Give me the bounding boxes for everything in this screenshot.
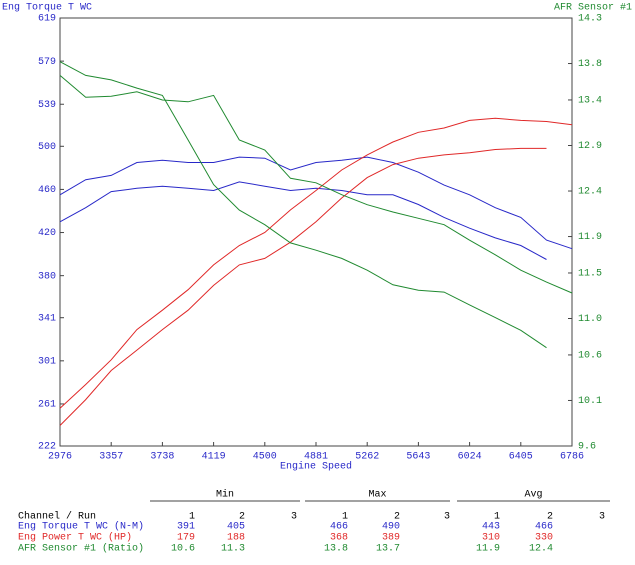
x-axis-title: Engine Speed [280, 461, 352, 473]
x-tick-label: 6405 [509, 452, 533, 463]
y2-tick-label: 12.4 [578, 187, 602, 198]
y-tick-label: 420 [38, 228, 56, 239]
run-header: 2 [394, 512, 400, 523]
y-tick-label: 460 [38, 185, 56, 196]
y-tick-label: 380 [38, 271, 56, 282]
y2-tick-label: 10.6 [578, 351, 602, 362]
y-tick-label: 619 [38, 14, 56, 25]
y-tick-label: 261 [38, 400, 56, 411]
run-header: 3 [444, 512, 450, 523]
y-tick-label: 539 [38, 100, 56, 111]
table-value: 310 [482, 533, 500, 544]
channel-name: AFR Sensor #1 (Ratio) [18, 543, 144, 555]
plot-frame [59, 17, 573, 447]
x-tick-label: 4119 [202, 452, 226, 463]
run-header: 1 [189, 512, 195, 523]
y2-tick-label: 11.0 [578, 314, 602, 325]
run-header: 2 [547, 512, 553, 523]
run-header: 1 [494, 512, 500, 523]
left-axis-title: Eng Torque T WC [2, 3, 92, 14]
table-value: 466 [535, 522, 553, 533]
table-first-header: Channel / Run [18, 511, 96, 523]
y2-tick-label: 13.8 [578, 59, 602, 70]
y-tick-label: 341 [38, 313, 56, 324]
series-line [59, 117, 573, 409]
table-value: 330 [535, 533, 553, 544]
table-value: 13.8 [324, 544, 348, 555]
table-value: 443 [482, 522, 500, 533]
table-value: 179 [177, 533, 195, 544]
run-header: 2 [239, 512, 245, 523]
table-group-header: Max [368, 490, 386, 501]
table-value: 13.7 [376, 544, 400, 555]
x-tick-label: 4500 [253, 452, 277, 463]
table-value: 490 [382, 522, 400, 533]
table-value: 368 [330, 533, 348, 544]
table-value: 11.9 [476, 544, 500, 555]
x-tick-label: 5643 [406, 452, 430, 463]
series-line [59, 61, 547, 349]
run-header: 3 [291, 512, 297, 523]
y2-tick-label: 13.4 [578, 96, 602, 107]
table-value: 391 [177, 522, 195, 533]
table-value: 11.3 [221, 544, 245, 555]
x-tick-label: 4881 [304, 452, 328, 463]
run-header: 1 [342, 512, 348, 523]
x-tick-label: 3357 [99, 452, 123, 463]
x-tick-label: 3738 [150, 452, 174, 463]
y-tick-label: 579 [38, 57, 56, 68]
series-line [59, 181, 547, 260]
x-tick-label: 5262 [355, 452, 379, 463]
series-line [59, 156, 573, 250]
table-value: 10.6 [171, 544, 195, 555]
y2-tick-label: 11.5 [578, 269, 602, 280]
table-value: 405 [227, 522, 245, 533]
y2-tick-label: 10.1 [578, 396, 602, 407]
y2-tick-label: 9.6 [578, 442, 596, 453]
table-value: 12.4 [529, 544, 553, 555]
x-tick-label: 6024 [458, 452, 482, 463]
y-tick-label: 222 [38, 442, 56, 453]
y-tick-label: 500 [38, 142, 56, 153]
series-line [59, 147, 547, 426]
series-line [59, 75, 573, 294]
table-group-header: Avg [524, 490, 542, 501]
table-value: 389 [382, 533, 400, 544]
channel-name: Eng Power T WC (HP) [18, 532, 132, 544]
y-tick-label: 301 [38, 356, 56, 367]
x-tick-label: 6786 [560, 452, 584, 463]
run-header: 3 [599, 512, 605, 523]
table-group-header: Min [216, 489, 234, 501]
y2-tick-label: 11.9 [578, 232, 602, 243]
table-value: 188 [227, 533, 245, 544]
y2-tick-label: 12.9 [578, 141, 602, 152]
channel-name: Eng Torque T WC (N-M) [18, 521, 144, 533]
table-value: 466 [330, 522, 348, 533]
x-tick-label: 2976 [48, 452, 72, 463]
right-axis-title: AFR Sensor #1 [554, 3, 632, 14]
y2-tick-label: 14.3 [578, 14, 602, 25]
